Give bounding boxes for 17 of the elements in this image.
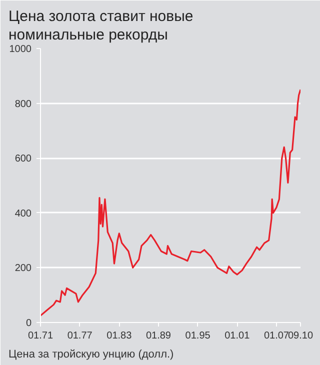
chart-title: Цена золота ставит новые номинальные рекорды [8,8,194,44]
x-tick-label: 09.10 [288,330,314,342]
x-axis-title: Цена за тройскую унцию (долл.) [8,348,174,360]
x-tick-label: 01.89 [146,330,172,342]
y-tick-label: 1000 [9,44,32,55]
x-tick-label: 01.77 [67,330,93,342]
y-tick-label: 600 [14,154,32,165]
y-tick-label: 400 [14,208,32,220]
y-tick-label: 200 [14,263,32,274]
x-tick-label: 01.83 [106,330,132,342]
y-tick-label: 0 [26,318,32,329]
line-series [40,88,300,316]
x-tick-label: 01.07 [264,330,290,342]
y-tick-label: 800 [14,98,32,110]
x-tick-label: 01.71 [28,330,54,342]
x-tick-label: 01.95 [185,330,211,342]
x-tick-label: 01.01 [224,330,250,342]
